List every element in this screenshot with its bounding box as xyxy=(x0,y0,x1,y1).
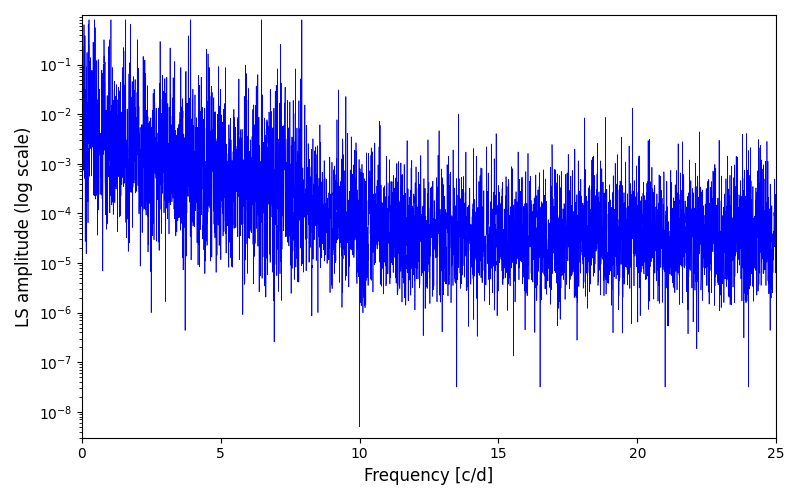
X-axis label: Frequency [c/d]: Frequency [c/d] xyxy=(364,467,494,485)
Y-axis label: LS amplitude (log scale): LS amplitude (log scale) xyxy=(15,126,33,326)
